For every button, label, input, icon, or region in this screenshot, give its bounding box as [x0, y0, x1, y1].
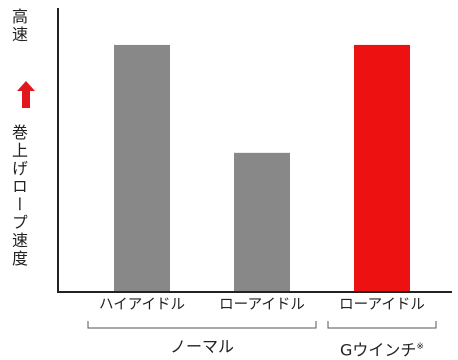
bar-1	[114, 44, 170, 292]
speed-up-arrow-icon	[17, 81, 35, 91]
group-bracket	[87, 321, 317, 329]
group-label-text: Gウインチ	[340, 340, 417, 360]
group-label-note: ※	[416, 342, 424, 352]
y-axis-high-label: 高速	[9, 8, 28, 44]
group-label: ノーマル	[170, 337, 234, 357]
bar-2	[234, 152, 290, 292]
x-tick-label: ハイアイドル	[99, 297, 185, 313]
group-brackets	[87, 321, 437, 329]
x-tick-label: ローアイドル	[219, 297, 305, 313]
group-bracket	[327, 321, 437, 329]
group-label-text: ノーマル	[169, 337, 235, 356]
bar-3	[354, 44, 410, 292]
y-axis-label: 巻上げロープ速度	[9, 124, 28, 268]
speed-up-arrow-shaft	[22, 90, 30, 108]
group-label: Gウインチ※	[340, 337, 424, 360]
bar-series	[114, 44, 410, 292]
x-tick-label: ローアイドル	[339, 297, 425, 313]
